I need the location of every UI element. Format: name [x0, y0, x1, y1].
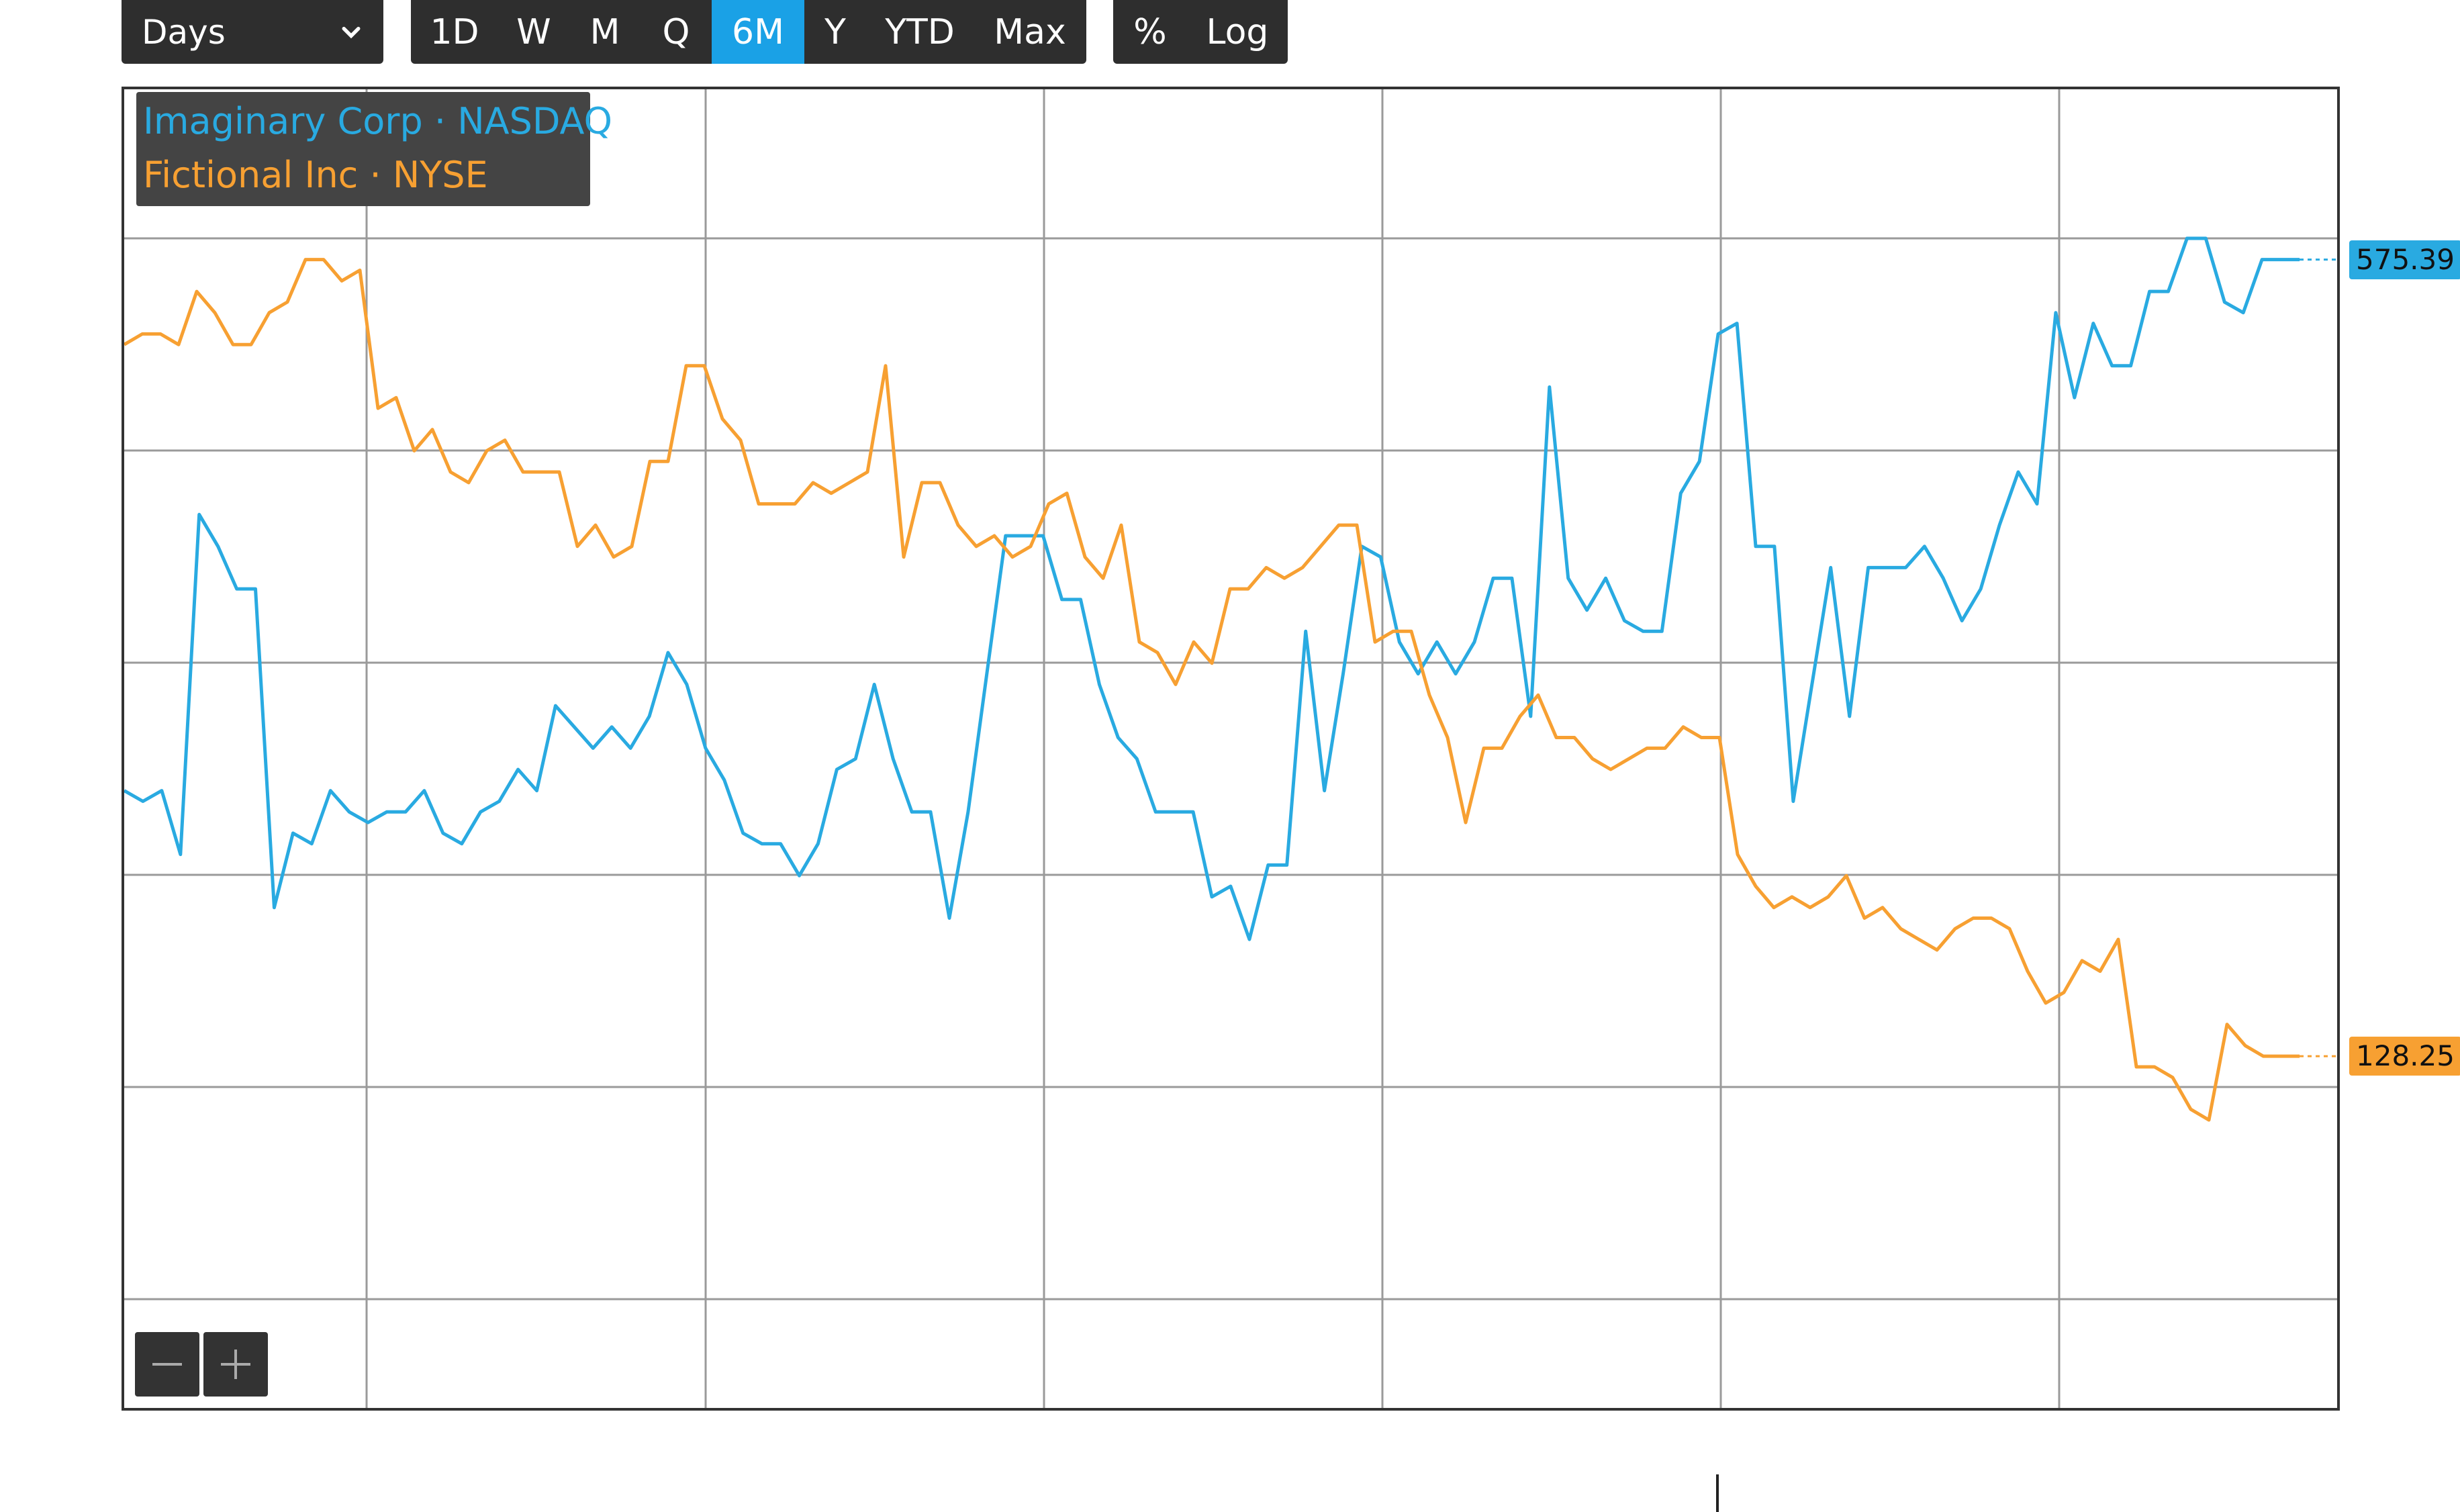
text-cursor [1716, 1474, 1719, 1512]
range-1d-button[interactable]: 1D [430, 11, 479, 52]
range-ytd-button[interactable]: YTD [885, 11, 955, 52]
range-q-button[interactable]: Q [662, 11, 690, 52]
interval-value: Days [142, 12, 226, 52]
minus-icon [152, 1363, 182, 1366]
percent-scale-button[interactable]: % [1133, 11, 1167, 52]
range-w-button[interactable]: W [516, 11, 551, 52]
range-selector: 1D W M Q 6M Y YTD Max [411, 0, 1086, 64]
range-y-button[interactable]: Y [824, 11, 846, 52]
legend-series-b: Fictional Inc · NYSE [143, 154, 488, 196]
last-price-tag-series-b: 128.25 [2349, 1037, 2460, 1076]
series-line-b [124, 258, 2300, 1122]
log-scale-button[interactable]: Log [1206, 11, 1269, 52]
scale-selector: % Log [1113, 0, 1288, 64]
zoom-in-button[interactable] [203, 1332, 268, 1397]
chart-area[interactable] [122, 87, 2340, 1411]
price-chart [124, 89, 2337, 1408]
range-6m-button[interactable]: 6M [712, 0, 804, 64]
series-line-a [124, 236, 2300, 941]
last-price-tag-series-a: 575.39 [2349, 240, 2460, 279]
plus-icon [221, 1350, 250, 1379]
range-max-button[interactable]: Max [994, 11, 1066, 52]
chevron-down-icon [342, 26, 361, 38]
legend-series-a: Imaginary Corp · NASDAQ [143, 100, 612, 142]
interval-dropdown[interactable]: Days [122, 0, 383, 64]
legend: Imaginary Corp · NASDAQ Fictional Inc · … [136, 92, 612, 206]
range-m-button[interactable]: M [589, 11, 620, 52]
zoom-out-button[interactable] [135, 1332, 199, 1397]
